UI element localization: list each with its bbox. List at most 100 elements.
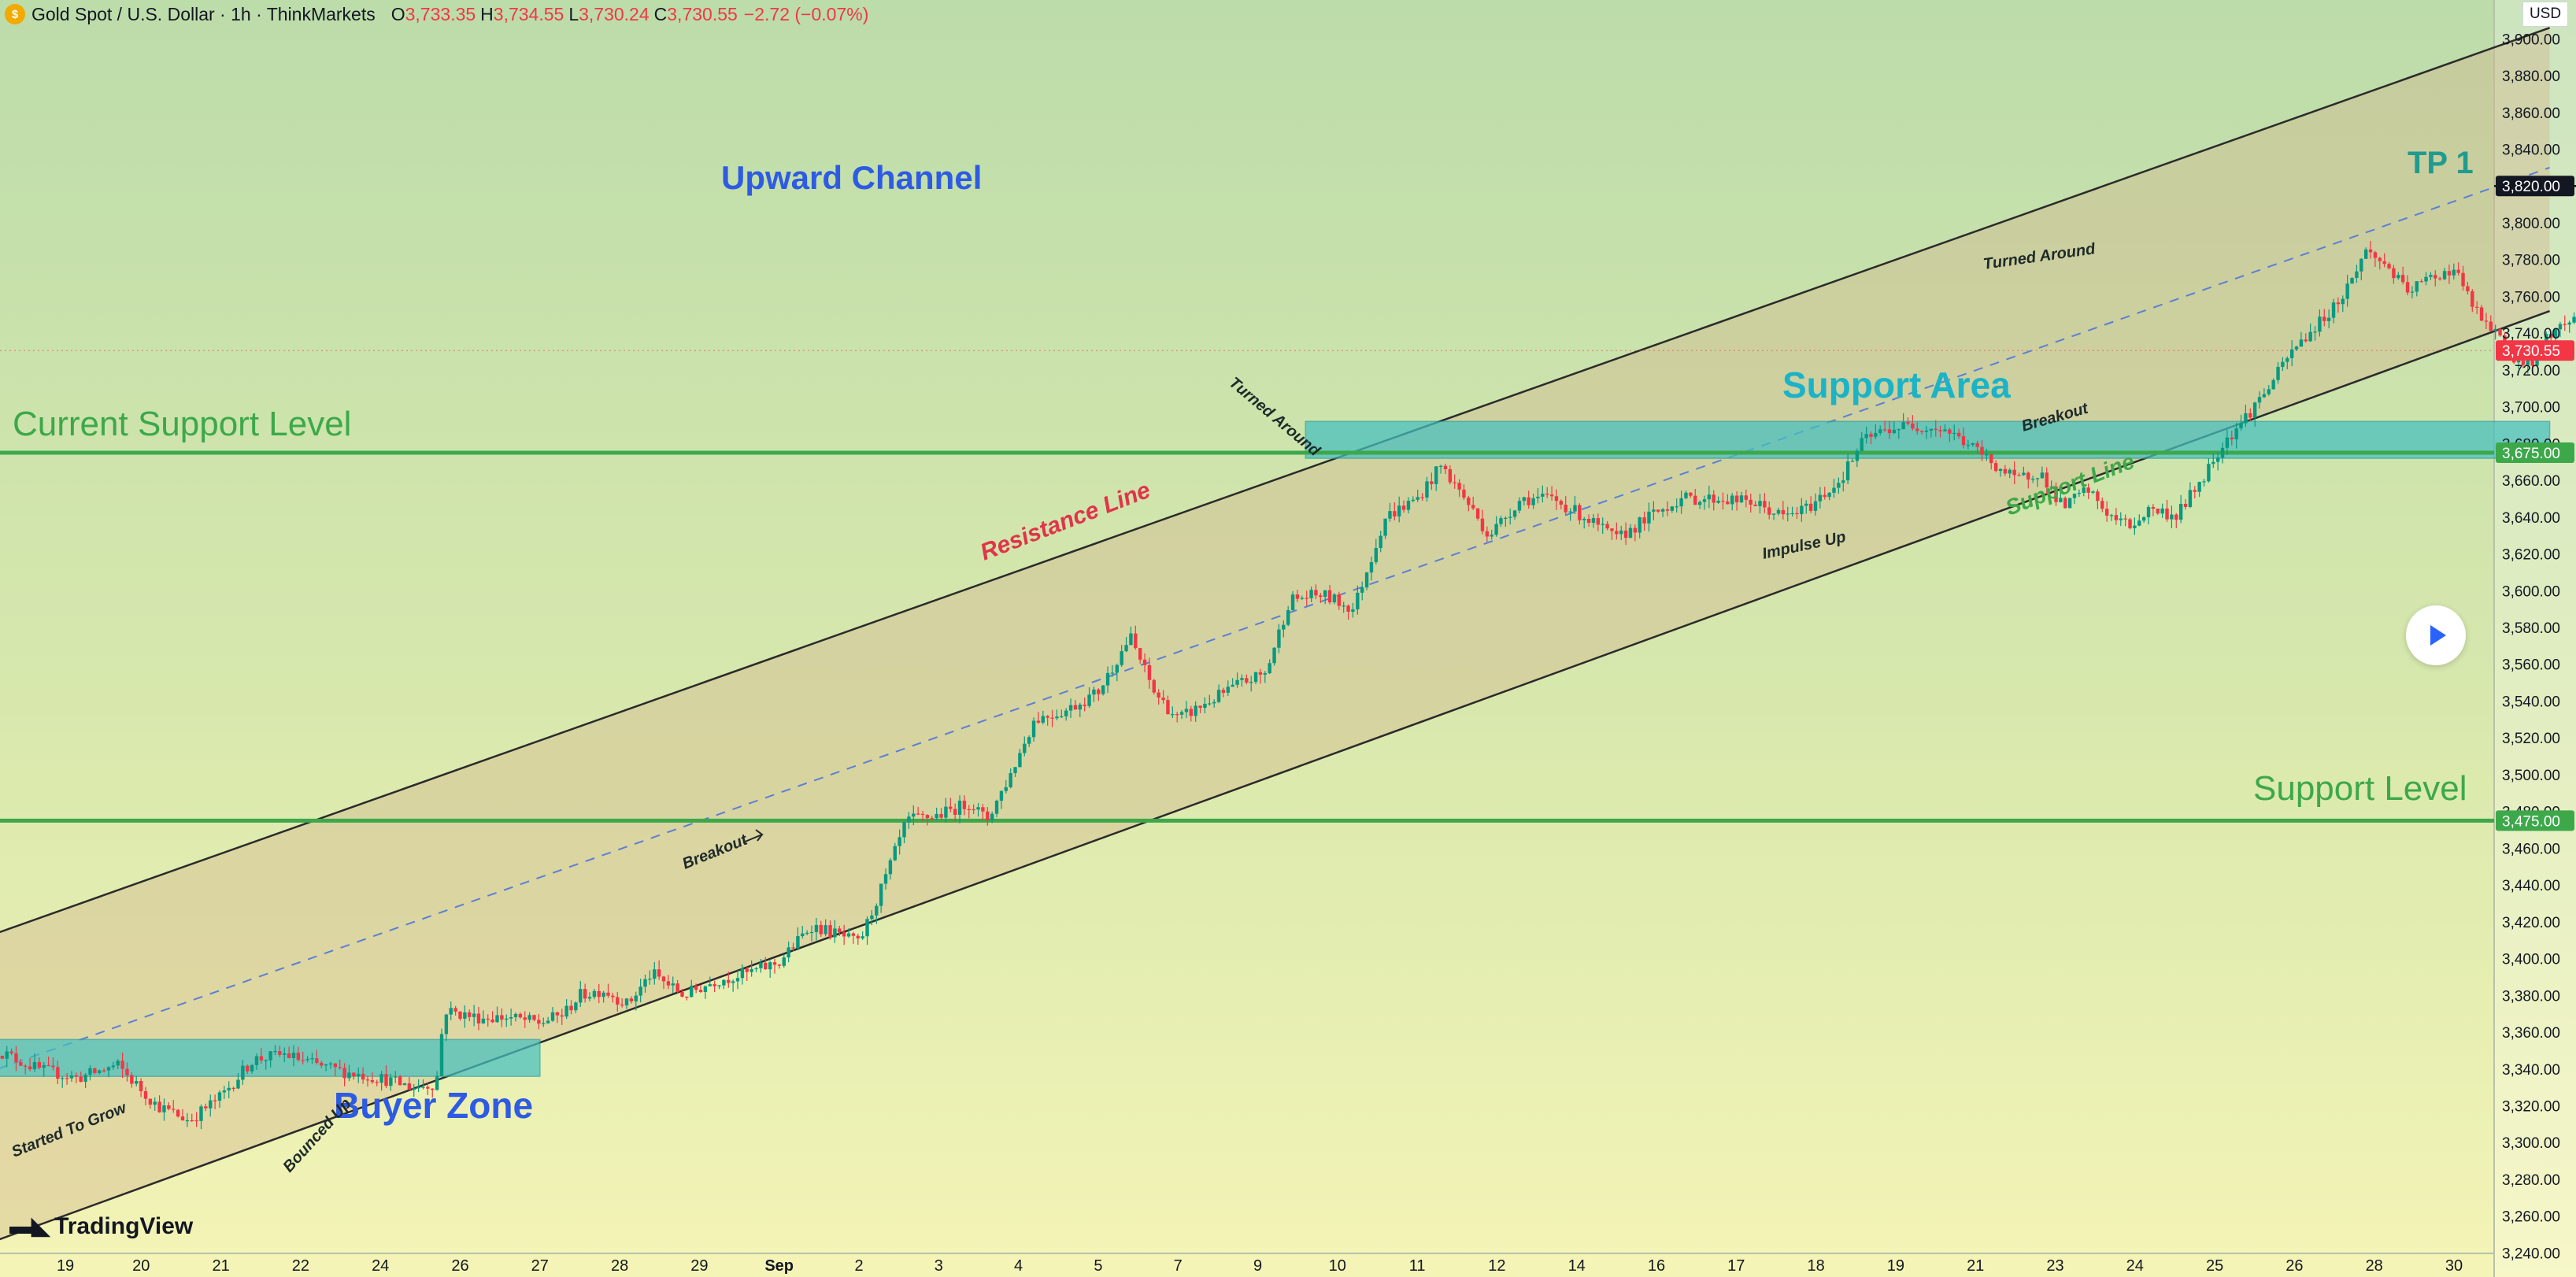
candle-body bbox=[2086, 487, 2090, 493]
close-value: 3,730.55 bbox=[667, 3, 738, 24]
candle-body bbox=[1129, 633, 1133, 646]
candle-body bbox=[2572, 316, 2576, 323]
candle-body bbox=[365, 1079, 370, 1081]
candle-body bbox=[1915, 428, 1919, 431]
candle-body bbox=[2387, 264, 2391, 268]
candle-body bbox=[902, 822, 906, 838]
candle-body bbox=[2405, 282, 2410, 293]
candle-body bbox=[222, 1090, 227, 1093]
time-tick-label: 2 bbox=[854, 1257, 863, 1275]
candle-body bbox=[287, 1053, 291, 1058]
candle-body bbox=[2003, 468, 2008, 474]
replay-button[interactable] bbox=[2406, 605, 2466, 665]
candle-body bbox=[2498, 328, 2502, 336]
candle-body bbox=[0, 1055, 5, 1059]
candle-body bbox=[204, 1106, 208, 1109]
candle-body bbox=[1564, 504, 1567, 513]
candle-body bbox=[1272, 647, 1276, 664]
candle-body bbox=[786, 947, 790, 958]
time-tick-label: 18 bbox=[1807, 1257, 1824, 1275]
candle-body bbox=[338, 1067, 342, 1068]
price-tick-label: 3,320.00 bbox=[2502, 1098, 2560, 1115]
candle-body bbox=[935, 813, 938, 819]
candle-body bbox=[2396, 275, 2400, 279]
candle-body bbox=[1512, 510, 1517, 517]
time-tick-label: 11 bbox=[1409, 1257, 1426, 1275]
candle-body bbox=[1619, 530, 1623, 535]
candle-body bbox=[994, 801, 999, 814]
candle-body bbox=[1693, 495, 1697, 505]
candle-body bbox=[2141, 517, 2146, 521]
candle-body bbox=[453, 1008, 457, 1012]
candle-body bbox=[384, 1074, 388, 1086]
candle-body bbox=[1527, 497, 1530, 505]
candle-body bbox=[79, 1076, 83, 1083]
candle-body bbox=[1420, 497, 1424, 498]
candle-body bbox=[2392, 268, 2396, 279]
candle-body bbox=[2322, 316, 2326, 321]
candle-body bbox=[698, 990, 703, 993]
symbol-title[interactable]: Gold Spot / U.S. Dollar · 1h · ThinkMark… bbox=[31, 3, 376, 24]
support-level-label: Support Level bbox=[2253, 769, 2467, 808]
candle-body bbox=[2160, 508, 2164, 514]
time-tick-label: 25 bbox=[2206, 1257, 2223, 1275]
candle-body bbox=[601, 992, 605, 998]
candle-body bbox=[2276, 367, 2280, 380]
candle-body bbox=[2119, 518, 2123, 520]
tradingview-logo[interactable]: ▬◣ TradingView bbox=[9, 1212, 193, 1240]
candle-body bbox=[527, 1015, 531, 1020]
candle-body bbox=[1832, 487, 1836, 493]
candle-body bbox=[1208, 703, 1212, 705]
candle-body bbox=[1818, 494, 1823, 502]
currency-selector[interactable]: USD bbox=[2522, 2, 2568, 27]
candle-body bbox=[93, 1068, 97, 1073]
candle-body bbox=[1369, 562, 1374, 573]
candle-body bbox=[1323, 590, 1327, 598]
candle-body bbox=[1216, 690, 1221, 702]
candle-body bbox=[2326, 317, 2331, 321]
candle-body bbox=[735, 978, 740, 982]
candle-body bbox=[1212, 701, 1216, 704]
candle-body bbox=[2461, 272, 2465, 287]
candle-body bbox=[574, 1002, 578, 1011]
candle-body bbox=[116, 1060, 120, 1066]
candle-body bbox=[1068, 705, 1073, 711]
candle-body bbox=[981, 807, 985, 812]
candle-body bbox=[1490, 535, 1493, 537]
candle-body bbox=[2553, 329, 2558, 339]
price-tick-label: 3,300.00 bbox=[2502, 1135, 2560, 1152]
candle-body bbox=[1471, 505, 1475, 509]
candle-body bbox=[513, 1013, 518, 1018]
candle-body bbox=[2516, 361, 2521, 363]
candle-body bbox=[61, 1078, 65, 1079]
time-tick-label: 19 bbox=[1887, 1257, 1904, 1275]
candle-body bbox=[106, 1067, 111, 1071]
candle-body bbox=[2521, 361, 2526, 365]
candle-body bbox=[1679, 498, 1683, 507]
candle-body bbox=[2151, 506, 2156, 509]
candle-body bbox=[153, 1101, 157, 1105]
candle-body bbox=[2434, 275, 2437, 279]
candle-body bbox=[1878, 429, 1882, 433]
candle-body bbox=[2355, 271, 2359, 279]
candle-body bbox=[236, 1079, 240, 1089]
candle-body bbox=[2017, 475, 2021, 476]
candle-body bbox=[2368, 249, 2373, 253]
candle-body bbox=[74, 1075, 79, 1077]
candle-body bbox=[1952, 432, 1956, 435]
candle-body bbox=[1855, 450, 1860, 461]
candle-body bbox=[2471, 291, 2474, 307]
time-tick-label: 14 bbox=[1568, 1257, 1586, 1275]
candle-body bbox=[2484, 320, 2489, 322]
candle-body bbox=[560, 1015, 564, 1017]
price-tick-label: 3,800.00 bbox=[2502, 216, 2560, 232]
candle-body bbox=[967, 809, 971, 810]
candle-body bbox=[962, 800, 967, 809]
candle-body bbox=[1467, 498, 1471, 505]
candle-body bbox=[1753, 504, 1757, 506]
price-tick-label: 3,440.00 bbox=[2502, 878, 2560, 894]
candle-body bbox=[1628, 527, 1633, 539]
candle-body bbox=[944, 806, 948, 818]
